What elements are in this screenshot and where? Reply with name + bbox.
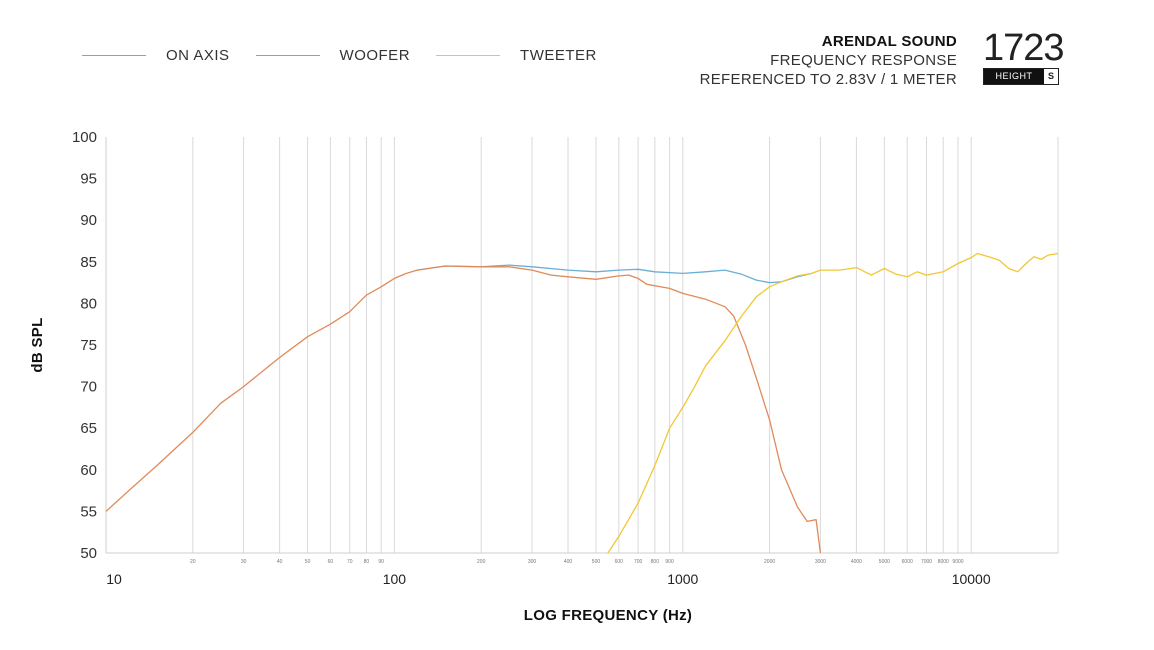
x-tick-label-100: 100 — [383, 571, 407, 587]
x-tick-label-200: 200 — [477, 559, 486, 565]
x-tick-label-50: 50 — [305, 559, 311, 565]
x-tick-label-90: 90 — [378, 559, 384, 565]
x-tick-label-300: 300 — [528, 559, 537, 565]
legend-swatch-woofer — [255, 54, 320, 56]
x-tick-label-3000: 3000 — [815, 559, 826, 565]
x-tick-label-9000: 9000 — [952, 559, 963, 565]
legend-item-on-axis: ON AXIS — [82, 47, 230, 64]
series-line-on-axis — [417, 264, 812, 284]
x-tick-label-1000: 1000 — [667, 571, 698, 587]
legend-item-tweeter: TWEETER — [436, 47, 597, 64]
brand-name: ARENDAL SOUND — [821, 33, 957, 50]
brand-subtitle: FREQUENCY RESPONSE — [770, 52, 957, 69]
y-tick-label-65: 65 — [80, 420, 97, 437]
x-tick-label-10: 10 — [106, 571, 122, 587]
y-tick-label-80: 80 — [80, 295, 97, 312]
chart-grid — [192, 137, 1059, 553]
y-tick-label-90: 90 — [80, 212, 97, 229]
legend-swatch-tweeter — [436, 54, 501, 56]
x-tick-label-600: 600 — [615, 559, 624, 565]
x-tick-label-60: 60 — [328, 559, 334, 565]
brand-reference: REFERENCED TO 2.83V / 1 METER — [699, 71, 957, 88]
y-tick-label-70: 70 — [80, 379, 97, 396]
x-tick-label-400: 400 — [564, 559, 573, 565]
y-tick-label-100: 100 — [72, 129, 97, 146]
chart-tick-labels: 50 55 60 65 70 75 80 85 90 95 100 10 100 1000 10000 20 3… — [72, 129, 991, 587]
chart-axes — [105, 137, 1058, 554]
series-line-woofer — [105, 265, 822, 554]
x-tick-label-2000: 2000 — [764, 559, 775, 565]
x-axis-title: LOG FREQUENCY (Hz) — [524, 607, 692, 624]
series-line-tweeter — [607, 252, 1059, 554]
brand-block: ARENDAL SOUND FREQUENCY RESPONSE REFEREN… — [700, 32, 957, 89]
x-tick-label-40: 40 — [277, 559, 283, 565]
x-tick-label-4000: 4000 — [851, 559, 862, 565]
legend-item-woofer: WOOFER — [255, 46, 411, 64]
model-number: 1723 — [983, 27, 1065, 69]
x-tick-label-30: 30 — [241, 559, 247, 565]
model-tag-size: S — [1047, 71, 1054, 81]
x-tick-label-20: 20 — [190, 559, 196, 565]
x-tick-label-8000: 8000 — [938, 559, 949, 565]
legend-label-tweeter: TWEETER — [520, 46, 597, 64]
chart-series — [105, 252, 1059, 554]
x-tick-label-80: 80 — [364, 559, 370, 565]
y-tick-label-75: 75 — [80, 337, 97, 354]
y-tick-label-55: 55 — [80, 503, 97, 520]
x-tick-label-7000: 7000 — [921, 559, 932, 565]
x-tick-label-700: 700 — [634, 559, 643, 565]
legend-label-on-axis: ON AXIS — [166, 46, 230, 64]
chart-legend: ON AXIS WOOFER TWEETER — [82, 44, 623, 66]
x-tick-label-70: 70 — [347, 559, 353, 565]
model-tag-label: HEIGHT — [984, 69, 1044, 84]
y-tick-label-85: 85 — [80, 254, 97, 271]
y-tick-label-95: 95 — [80, 171, 97, 188]
x-tick-label-6000: 6000 — [902, 559, 913, 565]
model-badge: 1723 HEIGHT S — [983, 27, 1065, 85]
x-tick-label-10000: 10000 — [952, 571, 991, 587]
x-tick-label-900: 900 — [665, 559, 674, 565]
y-tick-label-60: 60 — [80, 462, 97, 479]
x-tick-label-500: 500 — [592, 559, 601, 565]
legend-label-woofer: WOOFER — [339, 46, 411, 64]
x-tick-label-5000: 5000 — [879, 559, 890, 565]
model-tag: HEIGHT S — [983, 68, 1059, 85]
x-tick-label-800: 800 — [651, 559, 660, 565]
y-axis-title: dB SPL — [29, 317, 46, 372]
legend-swatch-on-axis — [82, 54, 146, 56]
y-tick-label-50: 50 — [80, 545, 97, 562]
